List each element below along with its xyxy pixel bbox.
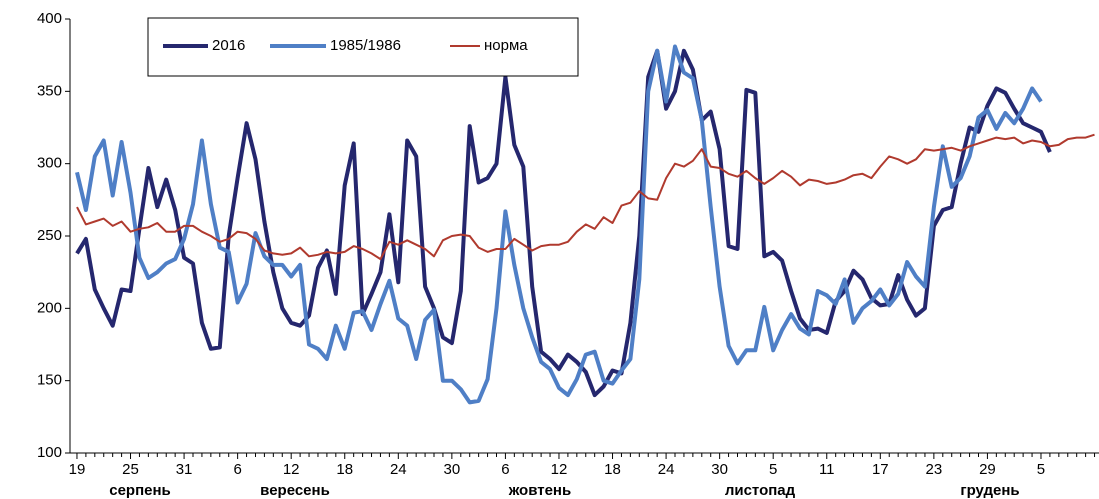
x-tick-label: 12: [283, 461, 300, 478]
x-tick-label: 6: [233, 461, 241, 478]
legend-box: [147, 17, 579, 77]
x-tick-label: 5: [769, 461, 777, 478]
y-tick-label: 350: [37, 82, 62, 99]
x-tick-label: 30: [444, 461, 461, 478]
x-tick-label: 6: [501, 461, 509, 478]
x-tick-label: 24: [658, 461, 675, 478]
month-label: жовтень: [508, 482, 571, 499]
x-tick-label: 24: [390, 461, 407, 478]
x-tick-label: 17: [872, 461, 889, 478]
x-tick-label: 19: [69, 461, 86, 478]
month-label: вересень: [260, 482, 330, 499]
x-tick-label: 31: [176, 461, 193, 478]
x-tick-label: 29: [979, 461, 996, 478]
x-tick-label: 18: [336, 461, 353, 478]
series-line: [75, 48, 1052, 398]
legend-label: 1985/1986: [330, 37, 401, 54]
y-tick-label: 100: [37, 444, 62, 461]
x-tick-label: 5: [1037, 461, 1045, 478]
x-tick-label: 30: [711, 461, 728, 478]
x-tick-label: 18: [604, 461, 621, 478]
x-tick-label: 11: [819, 461, 835, 478]
month-label: грудень: [960, 482, 1019, 499]
series-line: [76, 133, 1095, 261]
legend-label: 2016: [212, 37, 245, 54]
y-tick-label: 300: [37, 155, 62, 172]
legend-label: норма: [484, 37, 528, 54]
legend: 2016 1985/1986 норма: [163, 37, 528, 54]
x-tick-label: 25: [122, 461, 139, 478]
y-tick-label: 250: [37, 227, 62, 244]
month-label: серпень: [109, 482, 171, 499]
y-tick-label: 150: [37, 372, 62, 389]
x-tick-label: 23: [926, 461, 943, 478]
series-line: [75, 44, 1043, 405]
y-tick-label: 200: [37, 299, 62, 316]
month-label: листопад: [725, 482, 796, 499]
x-tick-label: 12: [551, 461, 568, 478]
y-tick-label: 400: [37, 10, 62, 27]
